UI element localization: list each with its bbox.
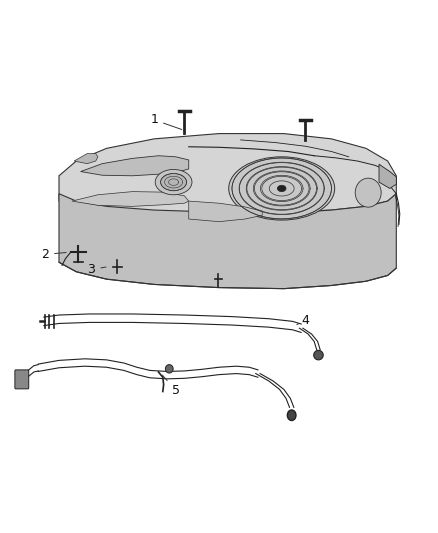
Polygon shape [189,201,262,222]
Polygon shape [379,164,396,189]
Ellipse shape [155,169,192,195]
Ellipse shape [161,173,187,191]
Polygon shape [59,134,396,213]
Polygon shape [74,154,98,164]
Polygon shape [59,193,396,289]
Text: 1: 1 [150,114,182,130]
Text: 5: 5 [162,375,180,397]
Ellipse shape [314,350,323,360]
Ellipse shape [355,178,381,207]
Text: 2: 2 [41,248,66,261]
Polygon shape [81,156,189,176]
Ellipse shape [229,157,335,220]
Text: 3: 3 [88,263,106,276]
Ellipse shape [277,185,286,191]
Polygon shape [72,191,189,206]
Ellipse shape [287,410,296,421]
FancyBboxPatch shape [15,370,29,389]
Ellipse shape [166,365,173,373]
Text: 4: 4 [297,314,309,327]
